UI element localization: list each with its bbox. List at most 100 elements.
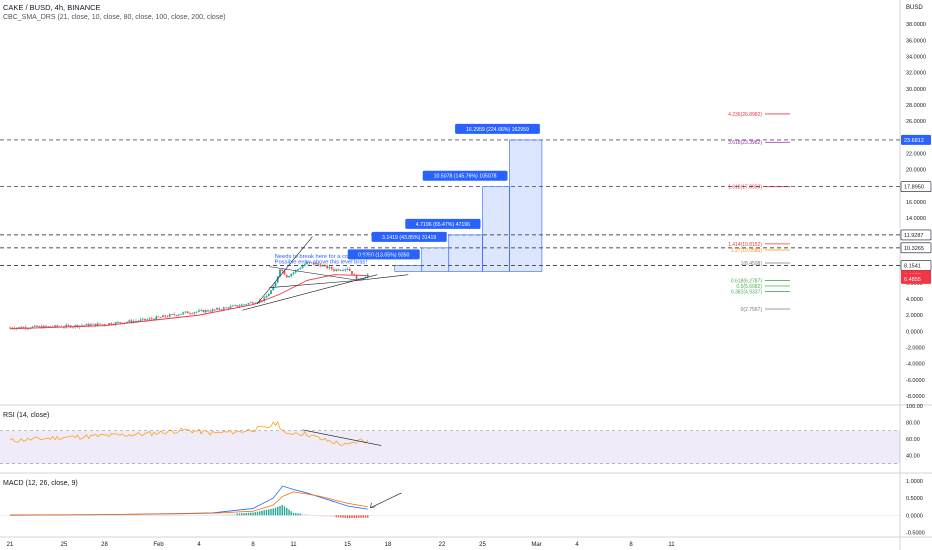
price-tick-label: -2.0000 xyxy=(906,345,925,351)
candle-body xyxy=(146,319,149,321)
macd-histogram-bar xyxy=(56,515,58,516)
time-tick-label: 21 xyxy=(7,542,14,548)
macd-histogram-bar xyxy=(175,514,178,516)
candle-body xyxy=(189,313,191,315)
candle-body xyxy=(200,310,203,311)
price-tick-label: 36.0000 xyxy=(906,38,926,44)
annotation-text: Possible entry above this level bras! xyxy=(275,259,368,265)
price-level-tag xyxy=(900,181,932,192)
macd-tick-label: 1.0000 xyxy=(906,479,923,485)
price-level-tag-label: 17.8950 xyxy=(904,185,924,191)
price-level-tag-label: 8.1541 xyxy=(904,263,921,269)
candle-body xyxy=(24,327,27,329)
candle-body xyxy=(108,323,110,325)
candle-body xyxy=(144,318,146,321)
target-box xyxy=(509,139,543,272)
macd-histogram-bar xyxy=(128,515,130,516)
macd-histogram-bar xyxy=(220,514,223,516)
macd-histogram-bar xyxy=(286,507,288,516)
rsi-pane-label: RSI (14, close) xyxy=(3,412,50,419)
macd-histogram-bar xyxy=(268,509,270,516)
macd-histogram-bar xyxy=(139,515,142,516)
macd-histogram-bar xyxy=(346,515,349,519)
candle-body xyxy=(283,270,286,275)
target-label: 16.2959 (224.66%) 162959 xyxy=(466,127,529,133)
macd-histogram-bar xyxy=(65,515,67,516)
macd-histogram-bar xyxy=(180,514,182,516)
time-tick-label: 8 xyxy=(251,542,255,548)
time-tick-label: Feb xyxy=(153,542,164,548)
macd-histogram-bar xyxy=(360,515,362,518)
candle-body xyxy=(18,326,20,328)
macd-histogram-bar xyxy=(353,515,355,518)
candle-body xyxy=(81,325,83,327)
macd-histogram-bar xyxy=(101,515,103,516)
macd-histogram-bar xyxy=(90,515,92,516)
rsi-band xyxy=(0,430,900,464)
candle-body xyxy=(101,324,104,325)
macd-arrow-head xyxy=(370,502,376,509)
macd-histogram-bar xyxy=(364,515,367,518)
candle-body xyxy=(299,268,302,270)
macd-histogram-bar xyxy=(349,515,351,519)
candle-body xyxy=(20,326,23,329)
candle-body xyxy=(285,274,288,278)
candle-body xyxy=(117,322,119,323)
candle-body xyxy=(87,323,90,326)
macd-histogram-bar xyxy=(317,515,319,517)
price-level-tag xyxy=(901,134,931,145)
candle-body xyxy=(362,278,365,280)
macd-histogram-bar xyxy=(250,512,252,516)
candle-body xyxy=(110,323,113,325)
candle-body xyxy=(324,265,326,267)
candle-body xyxy=(310,262,313,264)
candle-body xyxy=(157,316,160,318)
candle-body xyxy=(177,314,180,316)
triangle-apex-line xyxy=(358,274,409,281)
macd-histogram-bar xyxy=(259,511,261,516)
macd-histogram-bar xyxy=(130,515,133,516)
macd-histogram-bar xyxy=(117,515,119,516)
candle-body xyxy=(294,270,297,273)
price-tick-label: 32.0000 xyxy=(906,71,926,77)
target-label-bg xyxy=(422,170,508,181)
target-label-bg xyxy=(405,218,481,229)
candle-body xyxy=(303,264,306,266)
macd-histogram-bar xyxy=(200,514,202,516)
candle-body xyxy=(272,286,275,291)
rsi-tick-label: 100.00 xyxy=(906,404,923,410)
macd-histogram-bar xyxy=(313,515,315,516)
macd-histogram-bar xyxy=(189,514,191,516)
time-tick-label: 15 xyxy=(344,542,351,548)
macd-histogram-bar xyxy=(232,513,234,516)
candle-body xyxy=(56,325,59,327)
candle-body xyxy=(83,325,86,327)
candle-body xyxy=(279,269,281,277)
candle-body xyxy=(182,312,185,314)
candle-body xyxy=(119,322,122,323)
candle-body xyxy=(193,312,196,314)
candle-body xyxy=(209,311,212,313)
candle-body xyxy=(204,310,207,313)
macd-histogram-bar xyxy=(340,515,342,518)
candle-body xyxy=(335,269,338,271)
macd-histogram-bar xyxy=(234,513,236,516)
macd-histogram-bar xyxy=(243,513,245,516)
price-tick-label: 14.0000 xyxy=(906,216,926,222)
macd-histogram-bar xyxy=(342,515,344,518)
candle-body xyxy=(243,304,245,306)
macd-histogram-bar xyxy=(241,513,243,516)
macd-histogram-bar xyxy=(322,515,324,517)
candle-body xyxy=(240,304,243,306)
candle-body xyxy=(40,326,43,329)
target-box xyxy=(448,234,483,272)
macd-histogram-bar xyxy=(137,515,139,516)
candle-body xyxy=(103,324,106,325)
macd-histogram-bar xyxy=(211,514,214,516)
macd-pane-label: MACD (12, 26, close, 9) xyxy=(3,480,78,487)
macd-histogram-bar xyxy=(214,514,216,516)
macd-histogram-bar xyxy=(227,514,229,516)
macd-histogram-bar xyxy=(223,514,225,516)
time-tick-label: 18 xyxy=(385,542,392,548)
